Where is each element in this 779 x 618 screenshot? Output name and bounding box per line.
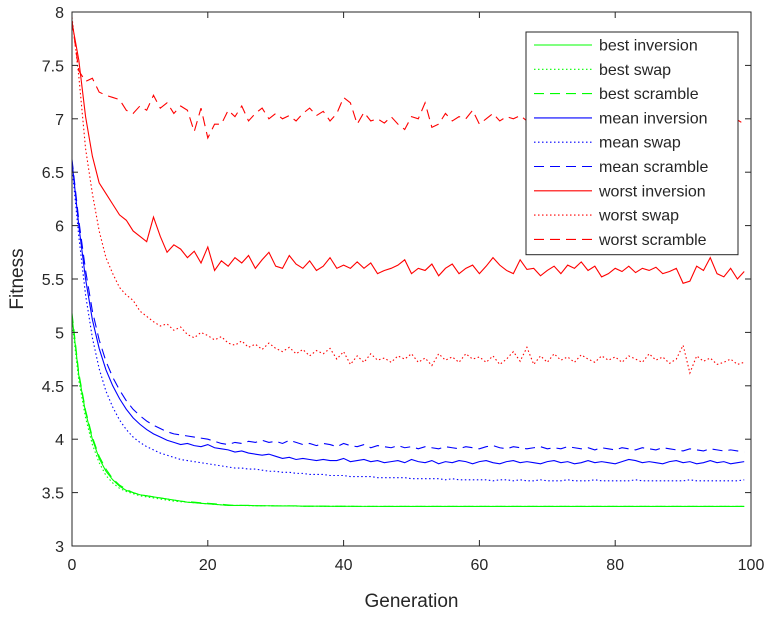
x-tick-label: 40 xyxy=(335,557,353,574)
series-line-3 xyxy=(71,161,745,465)
legend-entry: best inversion xyxy=(599,38,698,55)
x-tick-label: 80 xyxy=(606,557,624,574)
y-tick-label: 5.5 xyxy=(42,272,64,289)
y-tick-label: 3.5 xyxy=(42,486,64,503)
y-tick-label: 6.5 xyxy=(42,165,64,182)
legend-entry: worst swap xyxy=(598,208,679,225)
series-line-4 xyxy=(71,166,745,482)
y-tick-label: 8 xyxy=(55,5,64,22)
y-tick-label: 6 xyxy=(55,219,64,236)
series-line-5 xyxy=(71,159,745,453)
legend: best inversion best swap best scramble mean… xyxy=(525,31,739,256)
y-tick-label: 5 xyxy=(55,325,64,342)
legend-entry: worst inversion xyxy=(598,183,706,200)
legend-entry: worst scramble xyxy=(598,232,707,249)
x-tick-label: 0 xyxy=(68,557,77,574)
y-tick-label: 4 xyxy=(55,432,64,449)
x-tick-label: 100 xyxy=(738,557,765,574)
x-axis-label: Generation xyxy=(364,591,458,612)
y-tick-label: 7 xyxy=(55,112,64,129)
series-line-0 xyxy=(71,316,745,508)
series-line-6 xyxy=(71,22,745,284)
legend-entry: mean scramble xyxy=(599,159,708,176)
y-tick-label: 3 xyxy=(55,539,64,556)
series-line-1 xyxy=(71,321,745,508)
tick-layer: 0 20 40 60 80 100 3 3.5 4 4.5 5 5.5 6 6.5 7 7.5 8 xyxy=(42,5,765,574)
x-tick-label: 20 xyxy=(199,557,217,574)
y-axis-label: Fitness xyxy=(7,248,28,309)
legend-entry: mean swap xyxy=(599,135,681,152)
legend-entry: best swap xyxy=(599,62,671,79)
legend-box xyxy=(525,31,739,256)
series-line-2 xyxy=(71,313,745,508)
y-tick-label: 7.5 xyxy=(42,58,64,75)
y-tick-label: 4.5 xyxy=(42,379,64,396)
legend-entry: mean inversion xyxy=(599,110,708,127)
legend-entry: best scramble xyxy=(599,86,699,103)
x-tick-label: 60 xyxy=(471,557,489,574)
